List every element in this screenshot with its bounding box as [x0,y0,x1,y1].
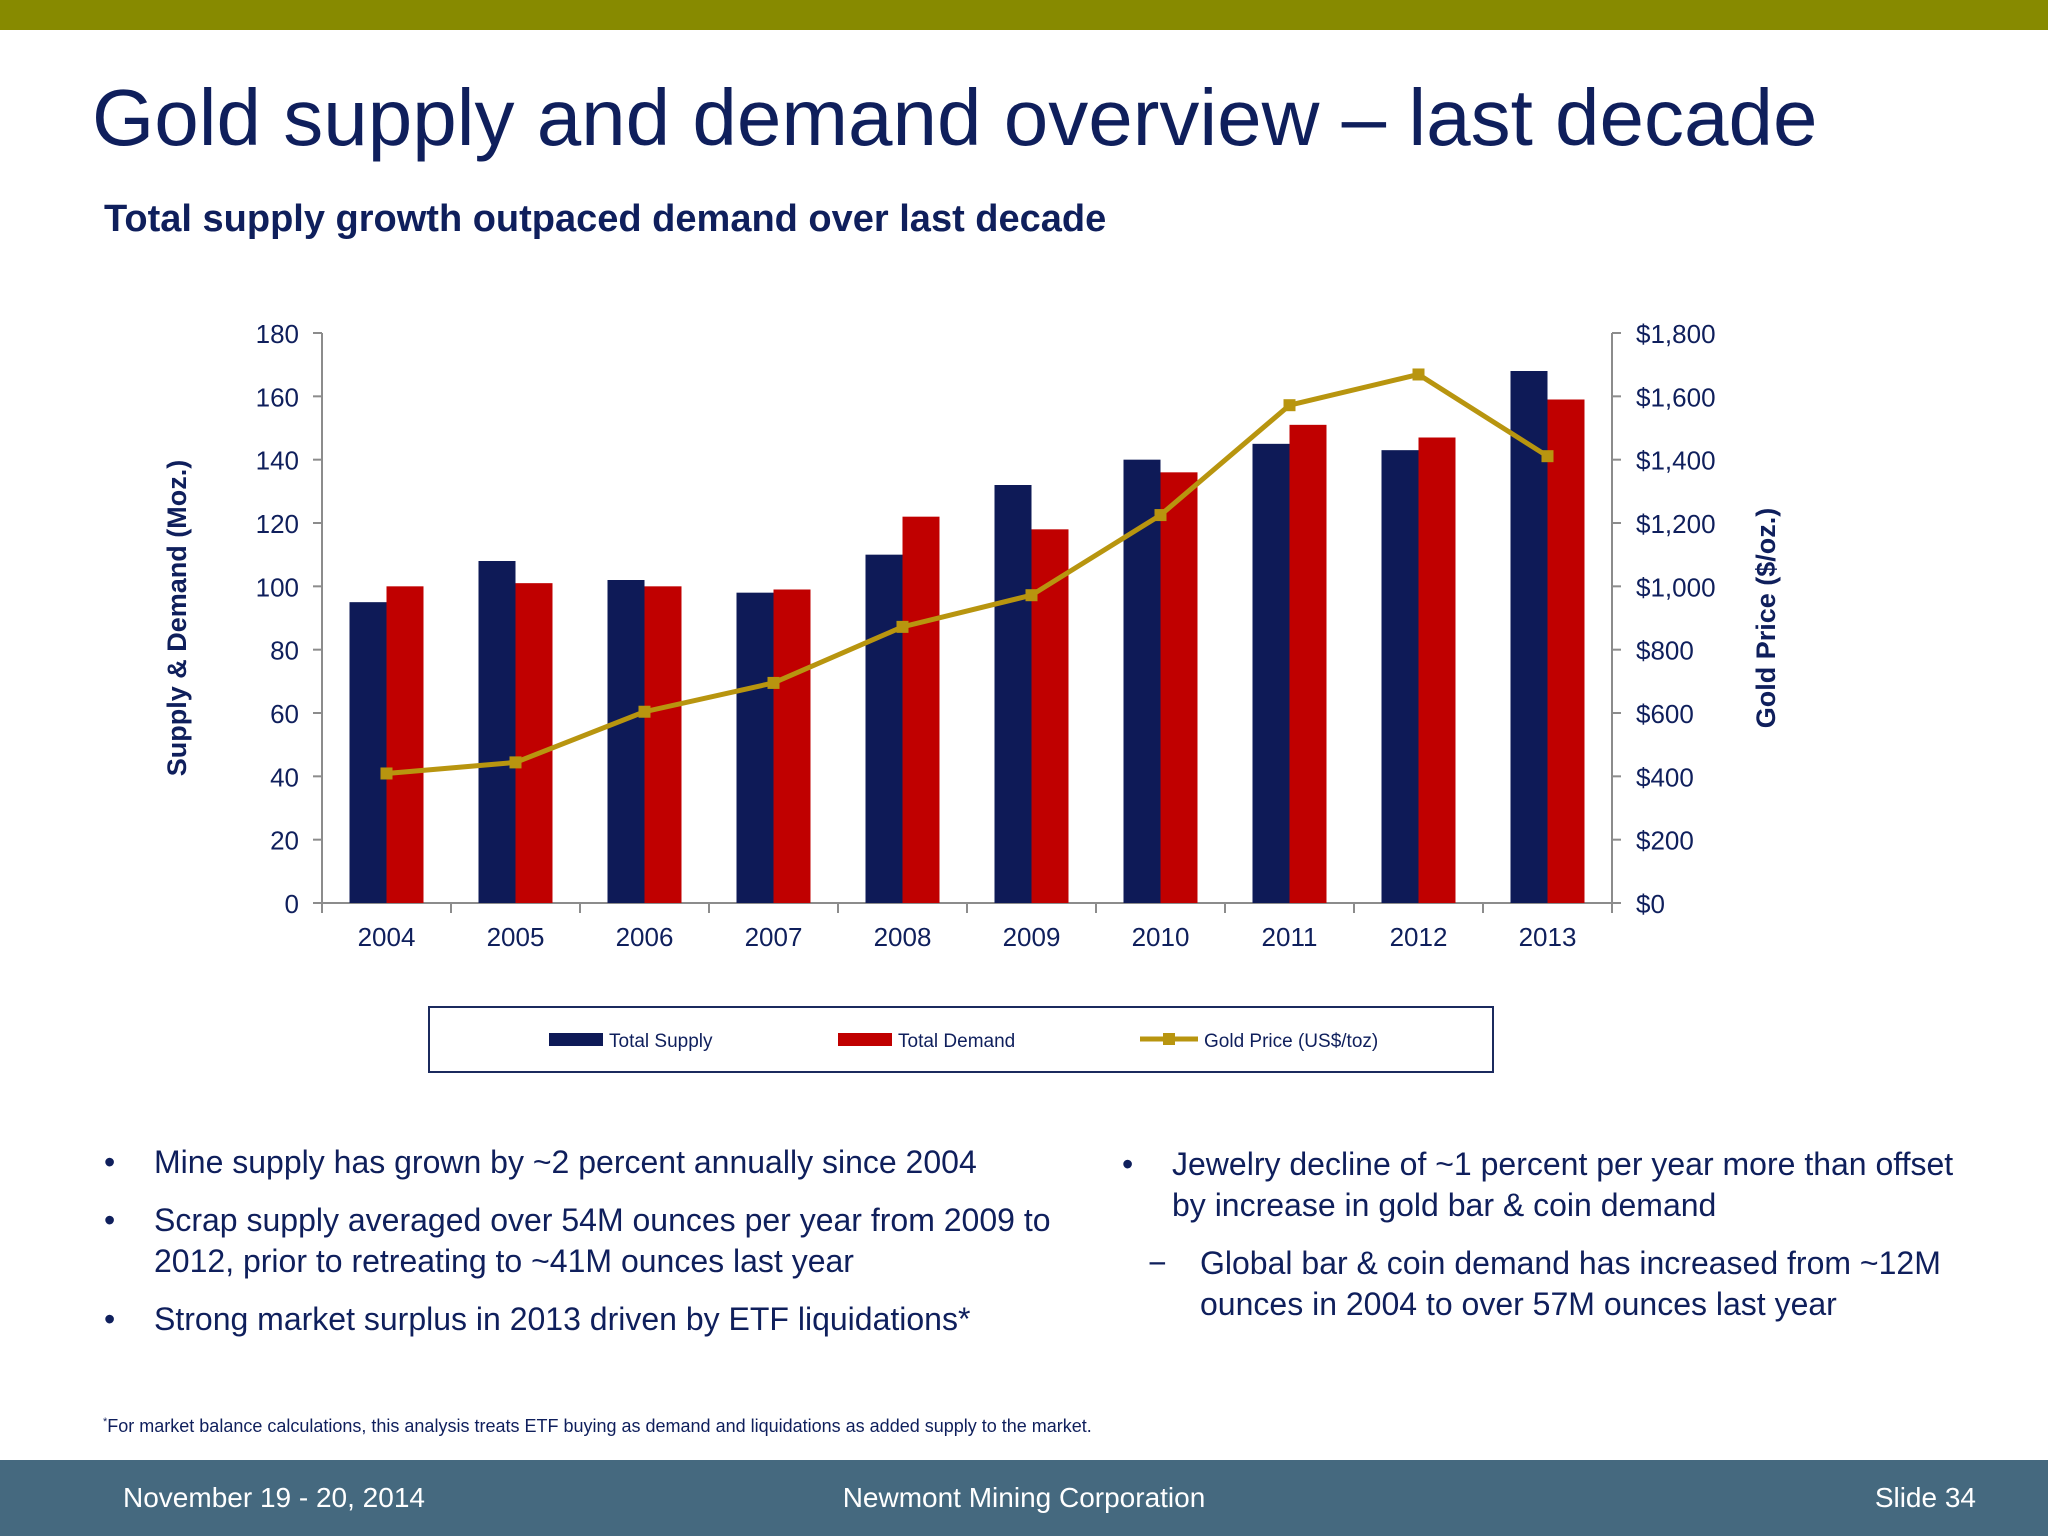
bar-total-demand [1160,472,1198,903]
bullet-symbol: • [104,1202,116,1238]
bar-total-supply [736,592,774,903]
right-tick-label: $400 [1636,762,1694,792]
legend-box [428,1006,1494,1073]
bullets-left: • Mine supply has grown by ~2 percent ann… [104,1142,1064,1357]
x-tick-label: 2010 [1132,922,1190,952]
right-tick-label: $1,800 [1636,319,1716,349]
sub-bullet-item: − Global bar & coin demand has increased … [1122,1243,1982,1325]
bullet-item: • Scrap supply averaged over 54M ounces p… [104,1200,1064,1282]
x-tick-label: 2012 [1390,922,1448,952]
bar-total-demand [1289,424,1327,903]
footer-company: Newmont Mining Corporation [842,1482,1206,1513]
bar-total-demand [773,589,811,903]
right-tick-label: $1,600 [1636,382,1716,412]
gold-price-marker [1541,450,1554,463]
slide-title: Gold supply and demand overview – last d… [92,73,1818,162]
footnote-marker: * [103,1416,108,1428]
left-tick-label: 140 [256,446,299,476]
bar-total-demand [1418,437,1456,903]
x-tick-label: 2004 [358,922,416,952]
footer-date: November 19 - 20, 2014 [123,1482,425,1513]
slide-subtitle: Total supply growth outpaced demand over… [104,198,1107,240]
gold-price-marker [638,705,651,718]
x-tick-label: 2008 [874,922,932,952]
bar-total-demand [644,586,682,903]
legend-label: Total Supply [609,1031,713,1052]
bullet-text: Mine supply has grown by ~2 percent annu… [154,1144,977,1180]
bar-total-demand [1547,399,1585,903]
gold-price-marker [1154,509,1167,522]
x-tick-label: 2007 [745,922,803,952]
bullet-symbol: • [104,1301,116,1337]
x-tick-label: 2011 [1262,922,1318,952]
bar-total-supply [349,602,387,903]
gold-price-marker [1412,368,1425,381]
gold-price-line [386,371,1549,776]
right-tick-label: $1,400 [1636,446,1716,476]
gold-price-marker [1283,399,1296,412]
bullet-symbol: • [104,1144,116,1180]
bar-total-supply [865,554,903,903]
left-tick-label: 100 [256,572,299,602]
bar-total-supply [478,561,516,903]
left-tick-label: 0 [285,889,299,919]
bullets-right: • Jewelry decline of ~1 percent per year … [1122,1144,1982,1325]
x-tick-label: 2013 [1519,922,1577,952]
right-tick-label: $800 [1636,636,1694,666]
bar-total-supply [1252,443,1290,903]
legend-label: Gold Price (US$/toz) [1204,1031,1378,1052]
legend-swatch [838,1033,892,1046]
left-tick-label: 60 [270,699,299,729]
left-tick-label: 20 [270,826,299,856]
legend-label: Total Demand [898,1031,1015,1052]
bullet-text: Scrap supply averaged over 54M ounces pe… [154,1202,1051,1279]
left-tick-label: 160 [256,382,299,412]
bullet-symbol: • [1122,1146,1134,1182]
x-tick-label: 2009 [1003,922,1061,952]
footer-slide-number: Slide 34 [1874,1482,1976,1513]
bullet-item: • Strong market surplus in 2013 driven by… [104,1299,1064,1340]
bar-total-demand [515,583,553,903]
right-axis-title: Gold Price ($/oz.) [1751,508,1781,729]
bar-total-supply [994,485,1032,903]
bar-total-demand [386,586,424,903]
gold-price-marker [896,620,909,633]
right-tick-label: $0 [1636,889,1665,919]
bar-total-demand [902,516,940,903]
footnote-text: For market balance calculations, this an… [107,1416,1092,1436]
dash-symbol: − [1148,1245,1167,1281]
left-tick-label: 40 [270,762,299,792]
bullet-item: • Mine supply has grown by ~2 percent ann… [104,1142,1064,1183]
sub-bullet-text: Global bar & coin demand has increased f… [1200,1245,1941,1322]
left-axis-title: Supply & Demand (Moz.) [162,460,192,777]
gold-price-marker [767,676,780,689]
supply-demand-chart: 0 20 40 60 80 100 120 140 160 180 $0 $200 $400 $600 $8… [162,319,1781,1073]
left-tick-label: 80 [270,636,299,666]
x-tick-label: 2005 [487,922,545,952]
top-accent-bar [0,0,2048,30]
x-tick-label: 2006 [616,922,674,952]
right-tick-label: $600 [1636,699,1694,729]
legend-swatch-marker [1163,1033,1175,1045]
footnote: *For market balance calculations, this a… [103,1416,1092,1437]
bullet-text: Jewelry decline of ~1 percent per year m… [1172,1146,1954,1223]
right-tick-label: $200 [1636,826,1694,856]
gold-price-marker [509,756,522,769]
right-tick-label: $1,000 [1636,572,1716,602]
left-tick-label: 120 [256,509,299,539]
bar-total-supply [1510,371,1548,903]
bullet-item: • Jewelry decline of ~1 percent per year … [1122,1144,1982,1226]
bar-total-supply [607,580,645,903]
bar-total-supply [1381,450,1419,903]
gold-price-marker [380,767,393,780]
footer-bar: November 19 - 20, 2014 Newmont Mining Co… [0,1460,2048,1536]
bullet-text: Strong market surplus in 2013 driven by … [154,1301,971,1337]
gold-price-marker [1025,589,1038,602]
left-tick-label: 180 [256,319,299,349]
right-tick-label: $1,200 [1636,509,1716,539]
legend-swatch [549,1033,603,1046]
